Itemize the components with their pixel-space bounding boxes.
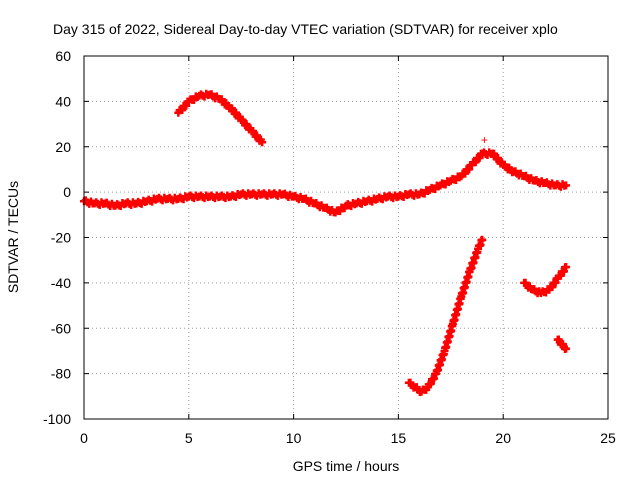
y-tick-label: -40 [51, 275, 71, 291]
x-tick-label: 10 [286, 430, 302, 446]
series-early-arc [174, 89, 267, 147]
data-point [562, 262, 571, 271]
data-point [562, 344, 571, 353]
data-point [258, 138, 267, 147]
y-tick-label: -100 [43, 411, 71, 427]
y-tick-label: 0 [63, 184, 71, 200]
y-tick-label: 20 [55, 139, 71, 155]
series-final-arc [553, 335, 571, 354]
tick-marks [83, 55, 609, 420]
x-axis-label: GPS time / hours [293, 458, 400, 474]
y-tick-label: -80 [51, 366, 71, 382]
y-tick-label: 60 [55, 48, 71, 64]
grid [84, 56, 608, 419]
series-main-arc [80, 148, 571, 217]
x-tick-label: 20 [495, 430, 511, 446]
y-tick-label: -60 [51, 320, 71, 336]
series-late-arc [520, 262, 571, 298]
x-tick-label: 15 [391, 430, 407, 446]
y-axis-label: SDTVAR / TECUs [5, 181, 21, 293]
chart-title: Day 315 of 2022, Sidereal Day-to-day VTE… [53, 21, 558, 37]
data-point [465, 165, 474, 174]
x-tick-labels: 0 5 10 15 20 25 [80, 430, 616, 446]
x-tick-label: 25 [600, 430, 616, 446]
y-tick-label: 40 [55, 93, 71, 109]
y-tick-labels: -100 -80 -60 -40 -20 0 20 40 60 [43, 48, 71, 427]
plot-frame [83, 55, 609, 420]
data-point [562, 181, 571, 190]
annotation-marker: + [481, 133, 488, 147]
y-tick-label: -20 [51, 230, 71, 246]
data-point [478, 235, 487, 244]
data-point [475, 153, 484, 162]
x-tick-label: 0 [80, 430, 88, 446]
data-point [182, 101, 191, 110]
x-tick-label: 5 [185, 430, 193, 446]
data-points: + [80, 89, 571, 397]
series-descent-arc [404, 235, 487, 397]
